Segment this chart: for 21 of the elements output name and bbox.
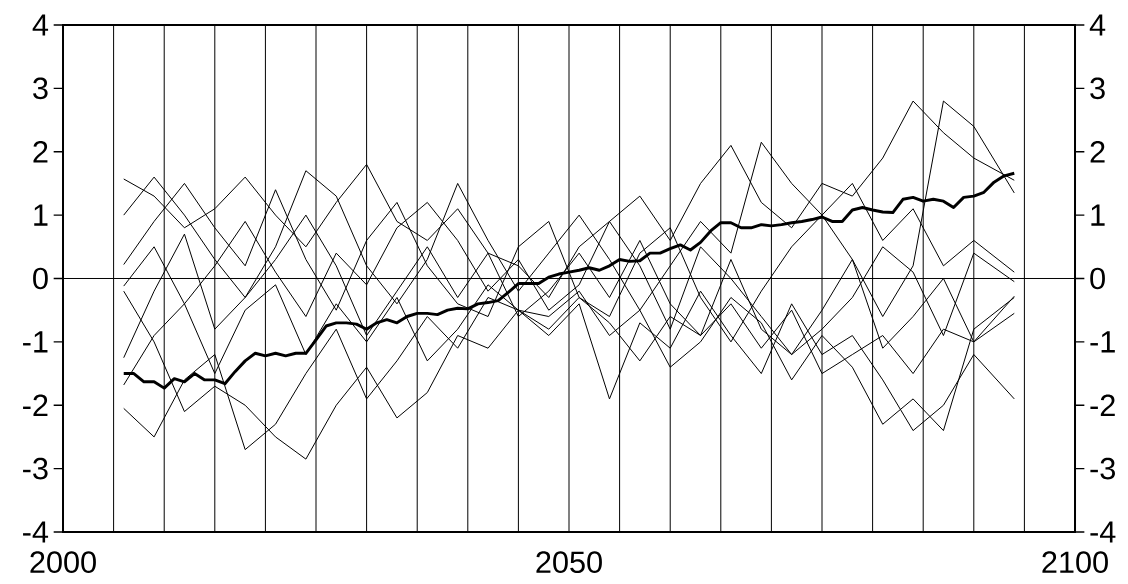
y-tick-label: 1 bbox=[34, 204, 48, 226]
y2-tick-label: 2 bbox=[1090, 141, 1105, 163]
y2-tick-label: 0 bbox=[1090, 267, 1105, 290]
y2-tick-label: -3 bbox=[1090, 457, 1115, 480]
y2-tick-label: 4 bbox=[1089, 14, 1106, 36]
y2-tick-label: 1 bbox=[1091, 204, 1105, 226]
y-tick-label: 2 bbox=[33, 141, 48, 163]
y-tick-label: 4 bbox=[32, 14, 49, 36]
y-tick-label: -3 bbox=[23, 457, 48, 480]
y2-tick-label: -4 bbox=[1090, 521, 1116, 543]
y-tick-label: -1 bbox=[23, 331, 48, 353]
y-tick-label: -2 bbox=[23, 394, 48, 416]
y2-tick-label: -2 bbox=[1090, 394, 1115, 416]
x-tick-label: 2050 bbox=[536, 551, 602, 574]
y2-tick-label: 3 bbox=[1090, 77, 1105, 100]
y2-tick-label: -1 bbox=[1090, 331, 1115, 353]
x-tick-label: 2100 bbox=[1042, 551, 1108, 574]
y-tick-label: 0 bbox=[33, 267, 48, 290]
x-tick-label: 2000 bbox=[30, 551, 96, 574]
y-tick-label: 3 bbox=[33, 77, 48, 100]
y-tick-label: -4 bbox=[23, 521, 49, 543]
